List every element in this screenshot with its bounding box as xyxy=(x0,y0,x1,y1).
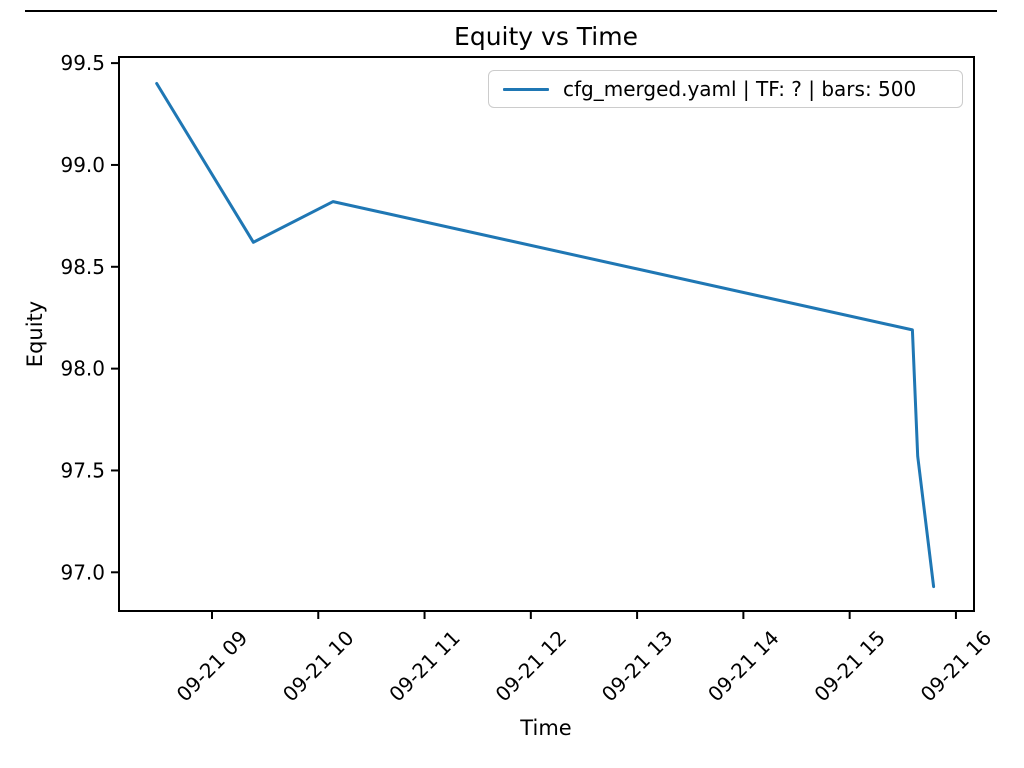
legend-line-sample xyxy=(503,87,549,91)
y-tick-label: 97.0 xyxy=(60,560,105,584)
x-tick-label: 09-21 11 xyxy=(384,626,465,707)
y-axis-label: Equity xyxy=(23,300,47,368)
x-tick-label: 09-21 15 xyxy=(809,626,890,707)
x-tick-label: 09-21 13 xyxy=(597,626,678,707)
legend-label: cfg_merged.yaml | TF: ? | bars: 500 xyxy=(563,77,917,101)
x-tick-label: 09-21 12 xyxy=(491,626,572,707)
x-tick-label: 09-21 16 xyxy=(916,626,997,707)
x-axis-label: Time xyxy=(520,716,572,740)
x-tick-label: 09-21 09 xyxy=(172,626,253,707)
y-tick-label: 99.0 xyxy=(60,153,105,177)
x-tick-label: 09-21 10 xyxy=(278,626,359,707)
legend-box: cfg_merged.yaml | TF: ? | bars: 500 xyxy=(488,70,963,108)
axes-frame xyxy=(118,56,975,612)
chart-title: Equity vs Time xyxy=(454,22,638,51)
y-tick-label: 99.5 xyxy=(60,51,105,75)
y-tick-label: 97.5 xyxy=(60,458,105,482)
y-tick-label: 98.5 xyxy=(60,255,105,279)
x-tick-label: 09-21 14 xyxy=(703,626,784,707)
figure-top-border xyxy=(25,10,997,12)
y-tick-label: 98.0 xyxy=(60,357,105,381)
equity-line xyxy=(155,82,936,589)
